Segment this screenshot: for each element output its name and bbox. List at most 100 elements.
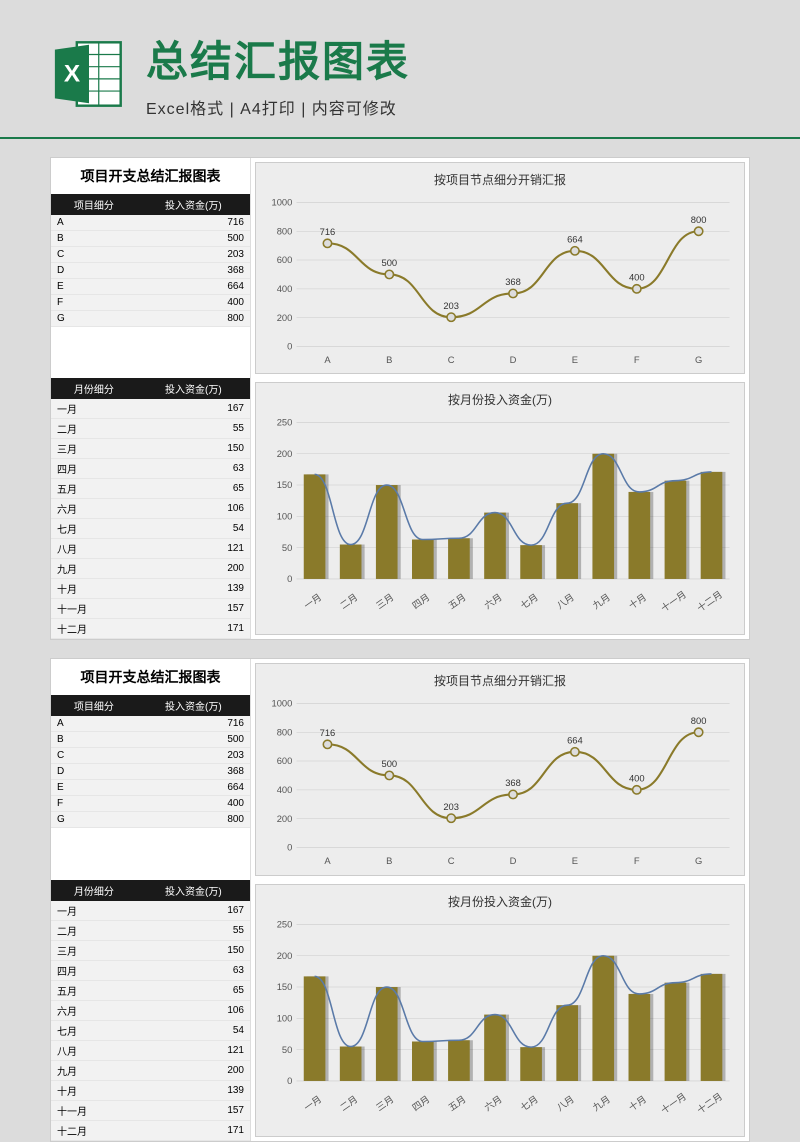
cell-key: 七月	[51, 1020, 137, 1040]
chart-area-2: 按月份投入资金(万)050100150200250一月二月三月四月五月六月七月八…	[255, 382, 745, 635]
svg-text:200: 200	[277, 448, 293, 459]
col-header: 投入资金(万)	[137, 695, 250, 716]
cell-key: 八月	[51, 539, 137, 559]
table-row: 十月139	[51, 579, 250, 599]
svg-text:九月: 九月	[590, 592, 612, 611]
cell-value: 54	[137, 1020, 250, 1040]
col-header: 项目细分	[51, 695, 137, 716]
cell-value: 55	[137, 419, 250, 439]
line-chart-svg: 02004006008001000716500203368664400800AB…	[260, 693, 740, 870]
data-table: 月份细分投入资金(万)一月167二月55三月150四月63五月65六月106七月…	[51, 880, 250, 1141]
svg-text:三月: 三月	[374, 1093, 396, 1112]
cell-key: 一月	[51, 399, 137, 419]
header-divider	[0, 137, 800, 139]
svg-text:D: D	[510, 354, 517, 365]
cell-key: A	[51, 215, 137, 231]
table-row: 六月106	[51, 499, 250, 519]
cell-value: 150	[137, 940, 250, 960]
svg-text:六月: 六月	[482, 1093, 504, 1112]
table-row: G800	[51, 812, 250, 828]
svg-text:十月: 十月	[626, 1093, 648, 1112]
cell-value: 400	[137, 796, 250, 812]
svg-text:500: 500	[381, 758, 397, 769]
svg-text:368: 368	[505, 777, 521, 788]
svg-text:七月: 七月	[518, 1093, 540, 1112]
table-row: 二月55	[51, 920, 250, 940]
data-table: 项目细分投入资金(万)A716B500C203D368E664F400G800	[51, 194, 250, 327]
col-header: 项目细分	[51, 194, 137, 215]
svg-text:600: 600	[277, 254, 293, 265]
cell-key: 十一月	[51, 1100, 137, 1120]
svg-text:800: 800	[277, 225, 293, 236]
section-title: 项目开支总结汇报图表	[51, 158, 250, 194]
chart-title: 按月份投入资金(万)	[260, 387, 740, 412]
cell-value: 167	[137, 901, 250, 921]
cell-key: 九月	[51, 559, 137, 579]
cell-value: 157	[137, 1100, 250, 1120]
cell-value: 368	[137, 263, 250, 279]
table-row: 二月55	[51, 419, 250, 439]
table-row: 一月167	[51, 399, 250, 419]
table-row: 九月200	[51, 1060, 250, 1080]
svg-text:1000: 1000	[271, 197, 292, 208]
table-row: 五月65	[51, 980, 250, 1000]
cell-value: 121	[137, 539, 250, 559]
svg-text:一月: 一月	[302, 592, 324, 611]
svg-text:664: 664	[567, 735, 583, 746]
table-row: 六月106	[51, 1000, 250, 1020]
cell-value: 65	[137, 980, 250, 1000]
cell-value: 106	[137, 1000, 250, 1020]
table-row: 九月200	[51, 559, 250, 579]
cell-key: C	[51, 247, 137, 263]
cell-key: F	[51, 796, 137, 812]
cell-value: 664	[137, 279, 250, 295]
svg-text:B: B	[386, 856, 392, 867]
report-panel: 项目开支总结汇报图表项目细分投入资金(万)A716B500C203D368E66…	[50, 157, 750, 640]
cell-key: 十月	[51, 1080, 137, 1100]
svg-text:400: 400	[629, 773, 645, 784]
cell-value: 203	[137, 748, 250, 764]
table-row: E664	[51, 780, 250, 796]
svg-text:800: 800	[277, 727, 293, 738]
col-header: 月份细分	[51, 880, 137, 901]
svg-text:0: 0	[287, 341, 292, 352]
svg-text:100: 100	[277, 1012, 293, 1023]
svg-text:716: 716	[320, 727, 336, 738]
cell-key: 六月	[51, 1000, 137, 1020]
cell-key: G	[51, 812, 137, 828]
left-section-bottom: 月份细分投入资金(万)一月167二月55三月150四月63五月65六月106七月…	[51, 378, 251, 639]
table-row: B500	[51, 231, 250, 247]
cell-value: 716	[137, 215, 250, 231]
svg-text:400: 400	[277, 784, 293, 795]
table-row: 五月65	[51, 479, 250, 499]
table-row: 三月150	[51, 439, 250, 459]
cell-value: 106	[137, 499, 250, 519]
svg-text:一月: 一月	[302, 1093, 324, 1112]
table-row: G800	[51, 311, 250, 327]
table-row: 七月54	[51, 519, 250, 539]
cell-key: B	[51, 231, 137, 247]
table-row: 十二月171	[51, 619, 250, 639]
cell-key: D	[51, 764, 137, 780]
chart-area-1: 按项目节点细分开销汇报02004006008001000716500203368…	[255, 663, 745, 875]
svg-text:八月: 八月	[554, 592, 576, 611]
report-panel: 项目开支总结汇报图表项目细分投入资金(万)A716B500C203D368E66…	[50, 658, 750, 1141]
cell-value: 167	[137, 399, 250, 419]
svg-text:368: 368	[505, 276, 521, 287]
cell-value: 63	[137, 459, 250, 479]
cell-key: E	[51, 279, 137, 295]
svg-text:E: E	[572, 856, 578, 867]
table-row: 十一月157	[51, 1100, 250, 1120]
cell-key: C	[51, 748, 137, 764]
svg-text:200: 200	[277, 950, 293, 961]
cell-value: 203	[137, 247, 250, 263]
cell-value: 139	[137, 579, 250, 599]
page-header: X 总结汇报图表 Excel格式 | A4打印 | 内容可修改	[0, 0, 800, 129]
cell-key: 十二月	[51, 1120, 137, 1140]
cell-value: 157	[137, 599, 250, 619]
table-row: C203	[51, 247, 250, 263]
svg-text:250: 250	[277, 417, 293, 428]
svg-text:0: 0	[287, 1075, 292, 1086]
svg-text:800: 800	[691, 214, 707, 225]
table-row: 八月121	[51, 1040, 250, 1060]
